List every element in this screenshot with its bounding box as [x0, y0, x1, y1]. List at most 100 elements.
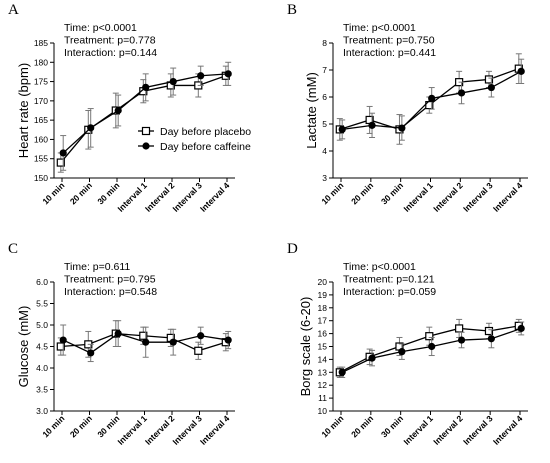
stat-line: Interaction: p=0.548 — [64, 286, 157, 298]
stat-line: Interaction: p=0.144 — [64, 47, 157, 59]
panel-c: C 3.0 3.5 4.0 4.5 5.0 5.5 6.0 Glucose (mM) 10 min… — [8, 241, 235, 447]
x-tick-label: 20 min — [68, 413, 94, 439]
y-tick-label: 10 — [318, 406, 328, 416]
data-point-circle — [428, 94, 436, 102]
x-tick-label: 10 min — [319, 180, 345, 206]
x-tick-label: 10 min — [319, 413, 345, 439]
series-placebo — [56, 65, 230, 173]
y-tick-label: 165 — [34, 115, 48, 125]
x-tick-label: Interval 1 — [401, 180, 435, 214]
y-tick-label: 155 — [34, 154, 48, 164]
x-tick-label: Interval 3 — [461, 413, 495, 447]
data-point-circle — [398, 348, 406, 356]
data-point-square — [194, 346, 203, 355]
panel-letter: B — [287, 2, 297, 18]
data-point-circle — [87, 124, 95, 132]
data-point-circle — [368, 121, 376, 129]
data-point-square — [455, 324, 464, 333]
y-tick-label: 3.5 — [36, 385, 48, 395]
y-axis-label: Heart rate (bpm) — [16, 63, 31, 158]
stat-line: Treatment: p=0.750 — [343, 35, 435, 47]
data-point-circle — [457, 89, 466, 97]
series-caffeine — [338, 58, 525, 141]
x-tick-label: Interval 4 — [198, 413, 232, 447]
data-point-circle — [142, 83, 150, 91]
y-tick-label: 6 — [322, 92, 327, 102]
data-point-circle — [338, 125, 346, 133]
y-tick-label: 180 — [34, 57, 48, 67]
data-point-circle — [59, 149, 67, 157]
y-tick-label: 175 — [34, 77, 48, 87]
legend-label: Day before caffeine — [160, 141, 251, 153]
y-tick-label: 4.0 — [36, 363, 48, 373]
data-point-square — [484, 326, 494, 336]
x-tick-label: 10 min — [40, 180, 66, 206]
y-tick-label: 150 — [34, 173, 48, 183]
stat-line: Time: p=0.611 — [64, 261, 130, 273]
x-tick-label: Interval 4 — [198, 180, 232, 214]
data-point-circle — [142, 338, 150, 346]
legend-marker-square — [141, 126, 151, 136]
y-tick-label: 5.0 — [36, 320, 48, 330]
y-tick-label: 5.5 — [36, 299, 48, 309]
x-tick-label: 30 min — [379, 413, 405, 439]
data-point-circle — [87, 349, 95, 357]
y-tick-label: 3 — [322, 173, 327, 183]
data-point-circle — [457, 336, 466, 344]
data-point-circle — [114, 330, 122, 338]
data-point-circle — [114, 106, 122, 115]
data-point-circle — [517, 324, 525, 333]
y-tick-label: 185 — [34, 38, 48, 48]
panel-d: D 10 11 12 13 14 15 16 17 18 19 20 Borg scale (6-20)… — [287, 241, 528, 447]
data-point-square — [56, 158, 65, 167]
y-tick-label: 20 — [318, 277, 328, 287]
y-tick-label: 12 — [318, 380, 328, 390]
y-tick-label: 160 — [34, 134, 48, 144]
stat-line: Time: p<0.0001 — [343, 22, 416, 34]
data-point-circle — [197, 72, 205, 80]
legend: Day before placebo Day before caffeine — [138, 126, 251, 153]
data-point-square — [425, 332, 434, 341]
legend-label: Day before placebo — [160, 126, 251, 138]
x-tick-label: 20 min — [349, 180, 375, 206]
stat-line: Time: p<0.0001 — [343, 261, 416, 273]
x-tick-label: Interval 3 — [461, 180, 495, 214]
x-tick-label: 20 min — [68, 180, 94, 206]
data-point-square — [56, 342, 65, 351]
x-tick-label: Interval 2 — [431, 180, 465, 214]
data-point-circle — [398, 124, 406, 132]
stat-line: Time: p<0.0001 — [64, 22, 137, 34]
x-tick-label: 30 min — [379, 180, 405, 206]
y-tick-label: 15 — [318, 342, 328, 352]
x-tick-label: Interval 4 — [491, 413, 525, 447]
series-caffeine — [338, 321, 525, 378]
panel-letter: D — [287, 241, 298, 257]
data-point-square — [484, 75, 494, 84]
stat-line: Treatment: p=0.121 — [343, 274, 435, 286]
stat-line: Interaction: p=0.059 — [343, 286, 436, 298]
x-tick-label: Interval 4 — [491, 180, 525, 214]
series-caffeine — [59, 61, 232, 171]
x-tick-label: 10 min — [40, 413, 66, 439]
x-tick-label: Interval 1 — [401, 413, 435, 447]
panel-letter: A — [8, 2, 19, 18]
y-axis-label: Glucose (mM) — [16, 306, 31, 388]
panel-letter: C — [8, 241, 18, 257]
data-point-circle — [169, 338, 177, 346]
x-tick-label: 20 min — [349, 413, 375, 439]
y-tick-label: 19 — [318, 290, 328, 300]
y-tick-label: 17 — [318, 316, 328, 326]
data-point-circle — [517, 67, 525, 75]
panel-a: A 150 155 160 165 170 175 180 185 Heart rate (bpm… — [8, 2, 251, 214]
y-tick-label: 16 — [318, 329, 328, 339]
data-point-circle — [197, 332, 205, 340]
y-tick-label: 170 — [34, 96, 48, 106]
y-axis-label: Lactate (mM) — [304, 72, 319, 149]
y-tick-label: 11 — [318, 393, 327, 403]
data-point-circle — [487, 335, 495, 343]
series-caffeine — [59, 320, 232, 363]
data-point-circle — [338, 368, 346, 376]
data-point-circle — [169, 77, 177, 86]
